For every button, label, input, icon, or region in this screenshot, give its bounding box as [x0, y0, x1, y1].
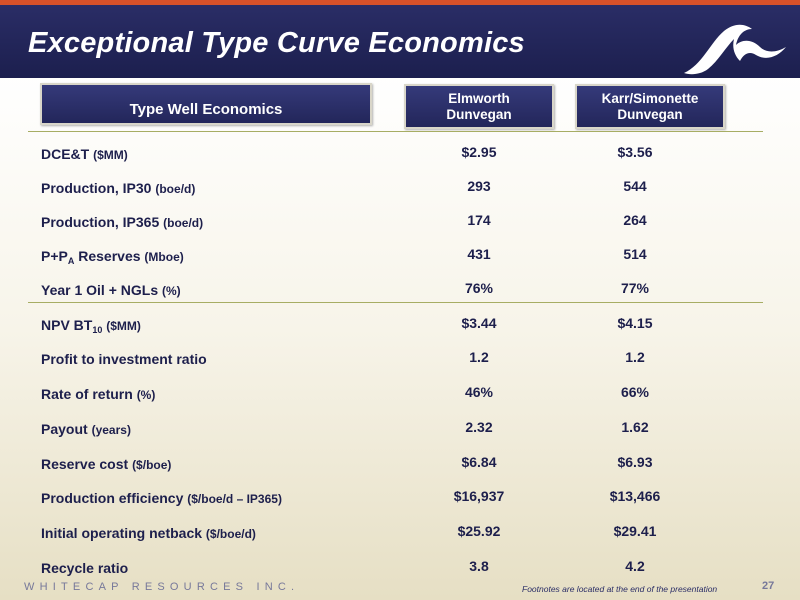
footer-note: Footnotes are located at the end of the …	[522, 584, 718, 594]
column-header-elmworth: Elmworth Dunvegan	[404, 84, 554, 129]
row-label: Production, IP30 (boe/d)	[41, 180, 196, 196]
column-header-line1: Karr/Simonette	[601, 91, 699, 106]
column-header-line2: Dunvegan	[446, 107, 512, 122]
row-value-elmworth: $3.44	[461, 315, 497, 331]
row-value-elmworth: $6.84	[461, 454, 497, 470]
footer-company-name: WHITECAP RESOURCES INC.	[24, 581, 300, 593]
row-value-karr: 544	[623, 178, 647, 194]
page-title: Exceptional Type Curve Economics	[28, 27, 525, 59]
row-value-karr: 4.2	[625, 558, 645, 574]
column-header-karr-simonette: Karr/Simonette Dunvegan	[575, 84, 725, 129]
table-row: Recycle ratio 3.8 4.2	[0, 558, 800, 584]
column-header-line2: Dunvegan	[617, 107, 683, 122]
row-value-elmworth: 2.32	[465, 419, 493, 435]
row-label: Production efficiency ($/boe/d – IP365)	[41, 490, 282, 506]
row-value-elmworth: $16,937	[453, 488, 505, 504]
table-row: Production, IP365 (boe/d) 174 264	[0, 212, 800, 238]
row-label: Reserve cost ($/boe)	[41, 456, 172, 472]
row-value-karr: 264	[623, 212, 647, 228]
table-row: Payout (years) 2.32 1.62	[0, 419, 800, 445]
row-value-karr: $4.15	[617, 315, 653, 331]
row-value-karr: $29.41	[613, 523, 657, 539]
row-value-karr: $3.56	[617, 144, 653, 160]
row-value-elmworth: 3.8	[469, 558, 489, 574]
column-header-line1: Elmworth	[448, 91, 510, 106]
row-label: NPV BT10 ($MM)	[41, 317, 141, 335]
table-row: Reserve cost ($/boe) $6.84 $6.93	[0, 454, 800, 480]
title-bar: Exceptional Type Curve Economics	[0, 5, 800, 78]
row-label: Production, IP365 (boe/d)	[41, 214, 204, 230]
table-title-box: Type Well Economics	[40, 83, 372, 125]
top-accent-stripe	[0, 0, 800, 5]
row-label: Profit to investment ratio	[41, 351, 207, 367]
table-row: Initial operating netback ($/boe/d) $25.…	[0, 523, 800, 549]
row-value-karr: 77%	[620, 280, 650, 296]
row-value-karr: 1.2	[625, 349, 645, 365]
row-label: P+PA Reserves (Mboe)	[41, 248, 184, 266]
row-value-elmworth: 76%	[464, 280, 494, 296]
row-label: Year 1 Oil + NGLs (%)	[41, 282, 181, 298]
table-title: Type Well Economics	[129, 101, 283, 118]
table-top-divider	[28, 131, 763, 132]
table-row: Profit to investment ratio 1.2 1.2	[0, 349, 800, 375]
whitecap-wave-logo-icon	[684, 24, 786, 75]
row-value-karr: 514	[623, 246, 647, 262]
row-label: DCE&T ($MM)	[41, 146, 128, 162]
row-value-elmworth: 174	[467, 212, 491, 228]
page-number: 27	[762, 580, 775, 592]
table-row: Production efficiency ($/boe/d – IP365) …	[0, 488, 800, 514]
row-value-elmworth: 46%	[464, 384, 494, 400]
row-value-karr: $6.93	[617, 454, 653, 470]
row-value-karr: 1.62	[621, 419, 649, 435]
row-label: Payout (years)	[41, 421, 131, 437]
row-value-elmworth: $2.95	[461, 144, 497, 160]
table-row: DCE&T ($MM) $2.95 $3.56	[0, 144, 800, 170]
row-value-elmworth: 1.2	[469, 349, 489, 365]
row-value-karr: 66%	[620, 384, 650, 400]
table-row: Rate of return (%) 46% 66%	[0, 384, 800, 410]
table-row: Year 1 Oil + NGLs (%) 76% 77%	[0, 280, 800, 306]
row-value-elmworth: $25.92	[457, 523, 501, 539]
row-value-elmworth: 293	[467, 178, 491, 194]
row-value-elmworth: 431	[467, 246, 491, 262]
table-row: NPV BT10 ($MM) $3.44 $4.15	[0, 315, 800, 341]
row-label: Rate of return (%)	[41, 386, 156, 402]
table-row: Production, IP30 (boe/d) 293 544	[0, 178, 800, 204]
row-value-karr: $13,466	[609, 488, 661, 504]
row-label: Recycle ratio	[41, 560, 129, 576]
section-divider	[28, 302, 763, 303]
row-label: Initial operating netback ($/boe/d)	[41, 525, 256, 541]
table-row: P+PA Reserves (Mboe) 431 514	[0, 246, 800, 272]
